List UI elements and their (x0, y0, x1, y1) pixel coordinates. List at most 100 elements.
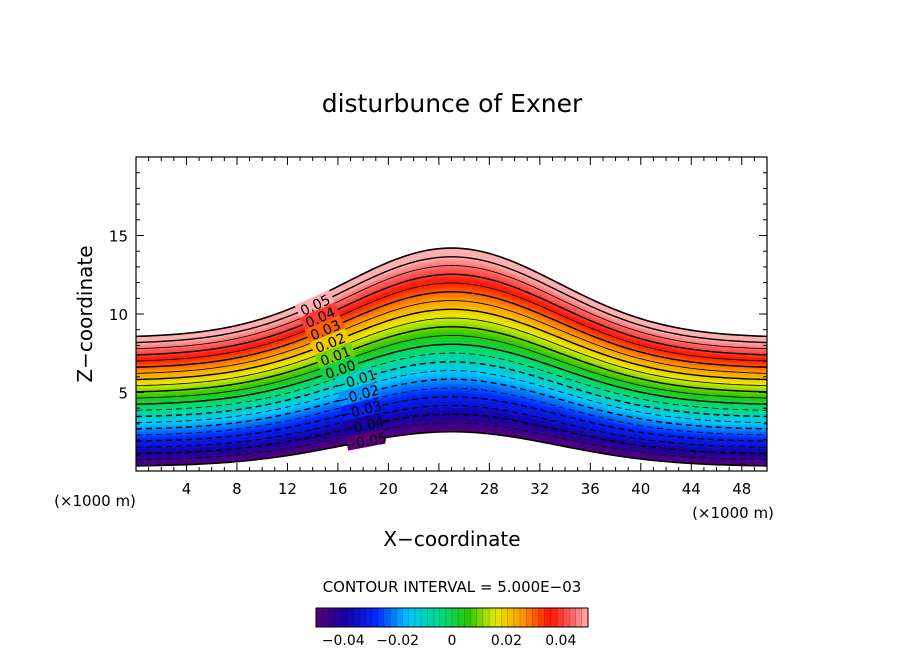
plot-area: 0.050.040.030.020.010.00−0.01−0.02−0.03−… (109, 156, 768, 498)
colorbar-cell (452, 608, 459, 627)
colorbar-cell (371, 608, 379, 627)
colorbar-cell (353, 608, 360, 627)
contour-line (135, 343, 768, 405)
x-tick-label: 44 (682, 480, 701, 498)
colorbar-tick-label: 0.04 (545, 633, 576, 649)
colorbar-cell (408, 608, 416, 627)
contour-label-bg (299, 302, 341, 331)
contour-line (135, 361, 768, 418)
colorbar-cell (513, 608, 521, 627)
x-tick-label: 48 (732, 480, 751, 498)
colorbar-frame (315, 607, 589, 628)
x-tick-label: 16 (328, 480, 347, 498)
colorbar-cell (421, 608, 428, 627)
contour-interval-label: CONTOUR INTERVAL = 5.000E−03 (323, 578, 582, 596)
colorbar-cell (526, 608, 533, 627)
x-axis-label: X−coordinate (383, 527, 520, 551)
colorbar-tick-label: −0.04 (322, 633, 365, 649)
colorbar-cell (322, 608, 329, 627)
contour-label-bg (314, 341, 356, 369)
colorbar-cell (557, 608, 564, 627)
colorbar-cell (482, 608, 490, 627)
contour-line (135, 256, 768, 344)
contour-line (135, 317, 768, 387)
colorbar-cell (544, 608, 552, 627)
x-unit-left: (×1000 m) (54, 492, 136, 510)
x-tick-label: 28 (480, 480, 499, 498)
contour-line (135, 265, 768, 350)
colorbar-cell (563, 608, 570, 627)
x-tick-label: 32 (530, 480, 549, 498)
contour-label-bg (340, 397, 381, 421)
contour-label-bg (337, 382, 379, 407)
contour-line (135, 247, 768, 338)
colorbar-cell (470, 608, 478, 627)
colorbar-cell (458, 608, 465, 627)
x-tick-label: 36 (581, 480, 600, 498)
colorbar-cell (396, 608, 403, 627)
x-tick-label: 12 (278, 480, 297, 498)
y-tick-label: 5 (118, 385, 128, 403)
contour-line (135, 282, 768, 362)
x-tick-label: 40 (631, 480, 650, 498)
x-unit-right: (×1000 m) (692, 504, 774, 522)
contour-label-bg (309, 328, 351, 356)
contour-line (135, 387, 768, 436)
contour-line (135, 326, 768, 393)
contour-line (135, 273, 768, 356)
colorbar-cell (476, 608, 484, 627)
colorbar-cell (581, 608, 589, 627)
colorbar-cell (384, 608, 391, 627)
contour-line (135, 413, 768, 455)
colorbar-tick-label: 0 (448, 633, 457, 649)
colorbar-cell (538, 608, 546, 627)
colorbar-cell (445, 608, 453, 627)
y-tick-label: 10 (109, 306, 128, 324)
colorbar-cell (359, 608, 366, 627)
x-tick-label: 20 (379, 480, 398, 498)
x-tick-label: 24 (429, 480, 448, 498)
colorbar-cell (346, 608, 354, 627)
y-tick-label: 15 (109, 228, 128, 246)
contour-line (135, 370, 768, 424)
colorbar-cell (377, 608, 385, 627)
colorbar-cell (501, 608, 509, 627)
colorbar-tick-label: 0.02 (491, 633, 522, 649)
colorbar-cell (439, 608, 447, 627)
colorbar-cell (390, 608, 397, 627)
contour-line (135, 291, 768, 368)
contour-line (135, 352, 768, 411)
colorbar-cell (507, 608, 515, 627)
colorbar-cell (365, 608, 373, 627)
contour-line (135, 335, 768, 399)
colorbar-cell (402, 608, 410, 627)
colorbar-cell (532, 608, 539, 627)
colorbar-cell (433, 608, 441, 627)
colorbar-cell (489, 608, 496, 627)
colorbar-cell (334, 608, 342, 627)
contour-line (135, 422, 768, 461)
contour-line (135, 396, 768, 442)
colorbar-cell (328, 608, 335, 627)
colorbar-cell (340, 608, 348, 627)
contour-line (135, 430, 768, 467)
contour-line (135, 378, 768, 430)
contour-line (135, 308, 768, 381)
contour-line (135, 405, 768, 448)
contour-label-bg (319, 355, 361, 382)
contour-label-bg (294, 289, 335, 319)
colorbar-cell (550, 608, 558, 627)
colorbar-cell (495, 608, 502, 627)
x-tick-label: 4 (182, 480, 192, 498)
colorbar-cell (414, 608, 422, 627)
x-tick-label: 8 (232, 480, 242, 498)
colorbar-cell (569, 608, 577, 627)
chart-title: disturbunce of Exner (322, 89, 583, 118)
colorbar-cell (464, 608, 471, 627)
colorbar-cell (520, 608, 527, 627)
colorbar-tick-label: −0.02 (376, 633, 419, 649)
contour-line (135, 300, 768, 374)
contour-label-bg (335, 366, 376, 392)
contour-label-bg (345, 429, 386, 451)
